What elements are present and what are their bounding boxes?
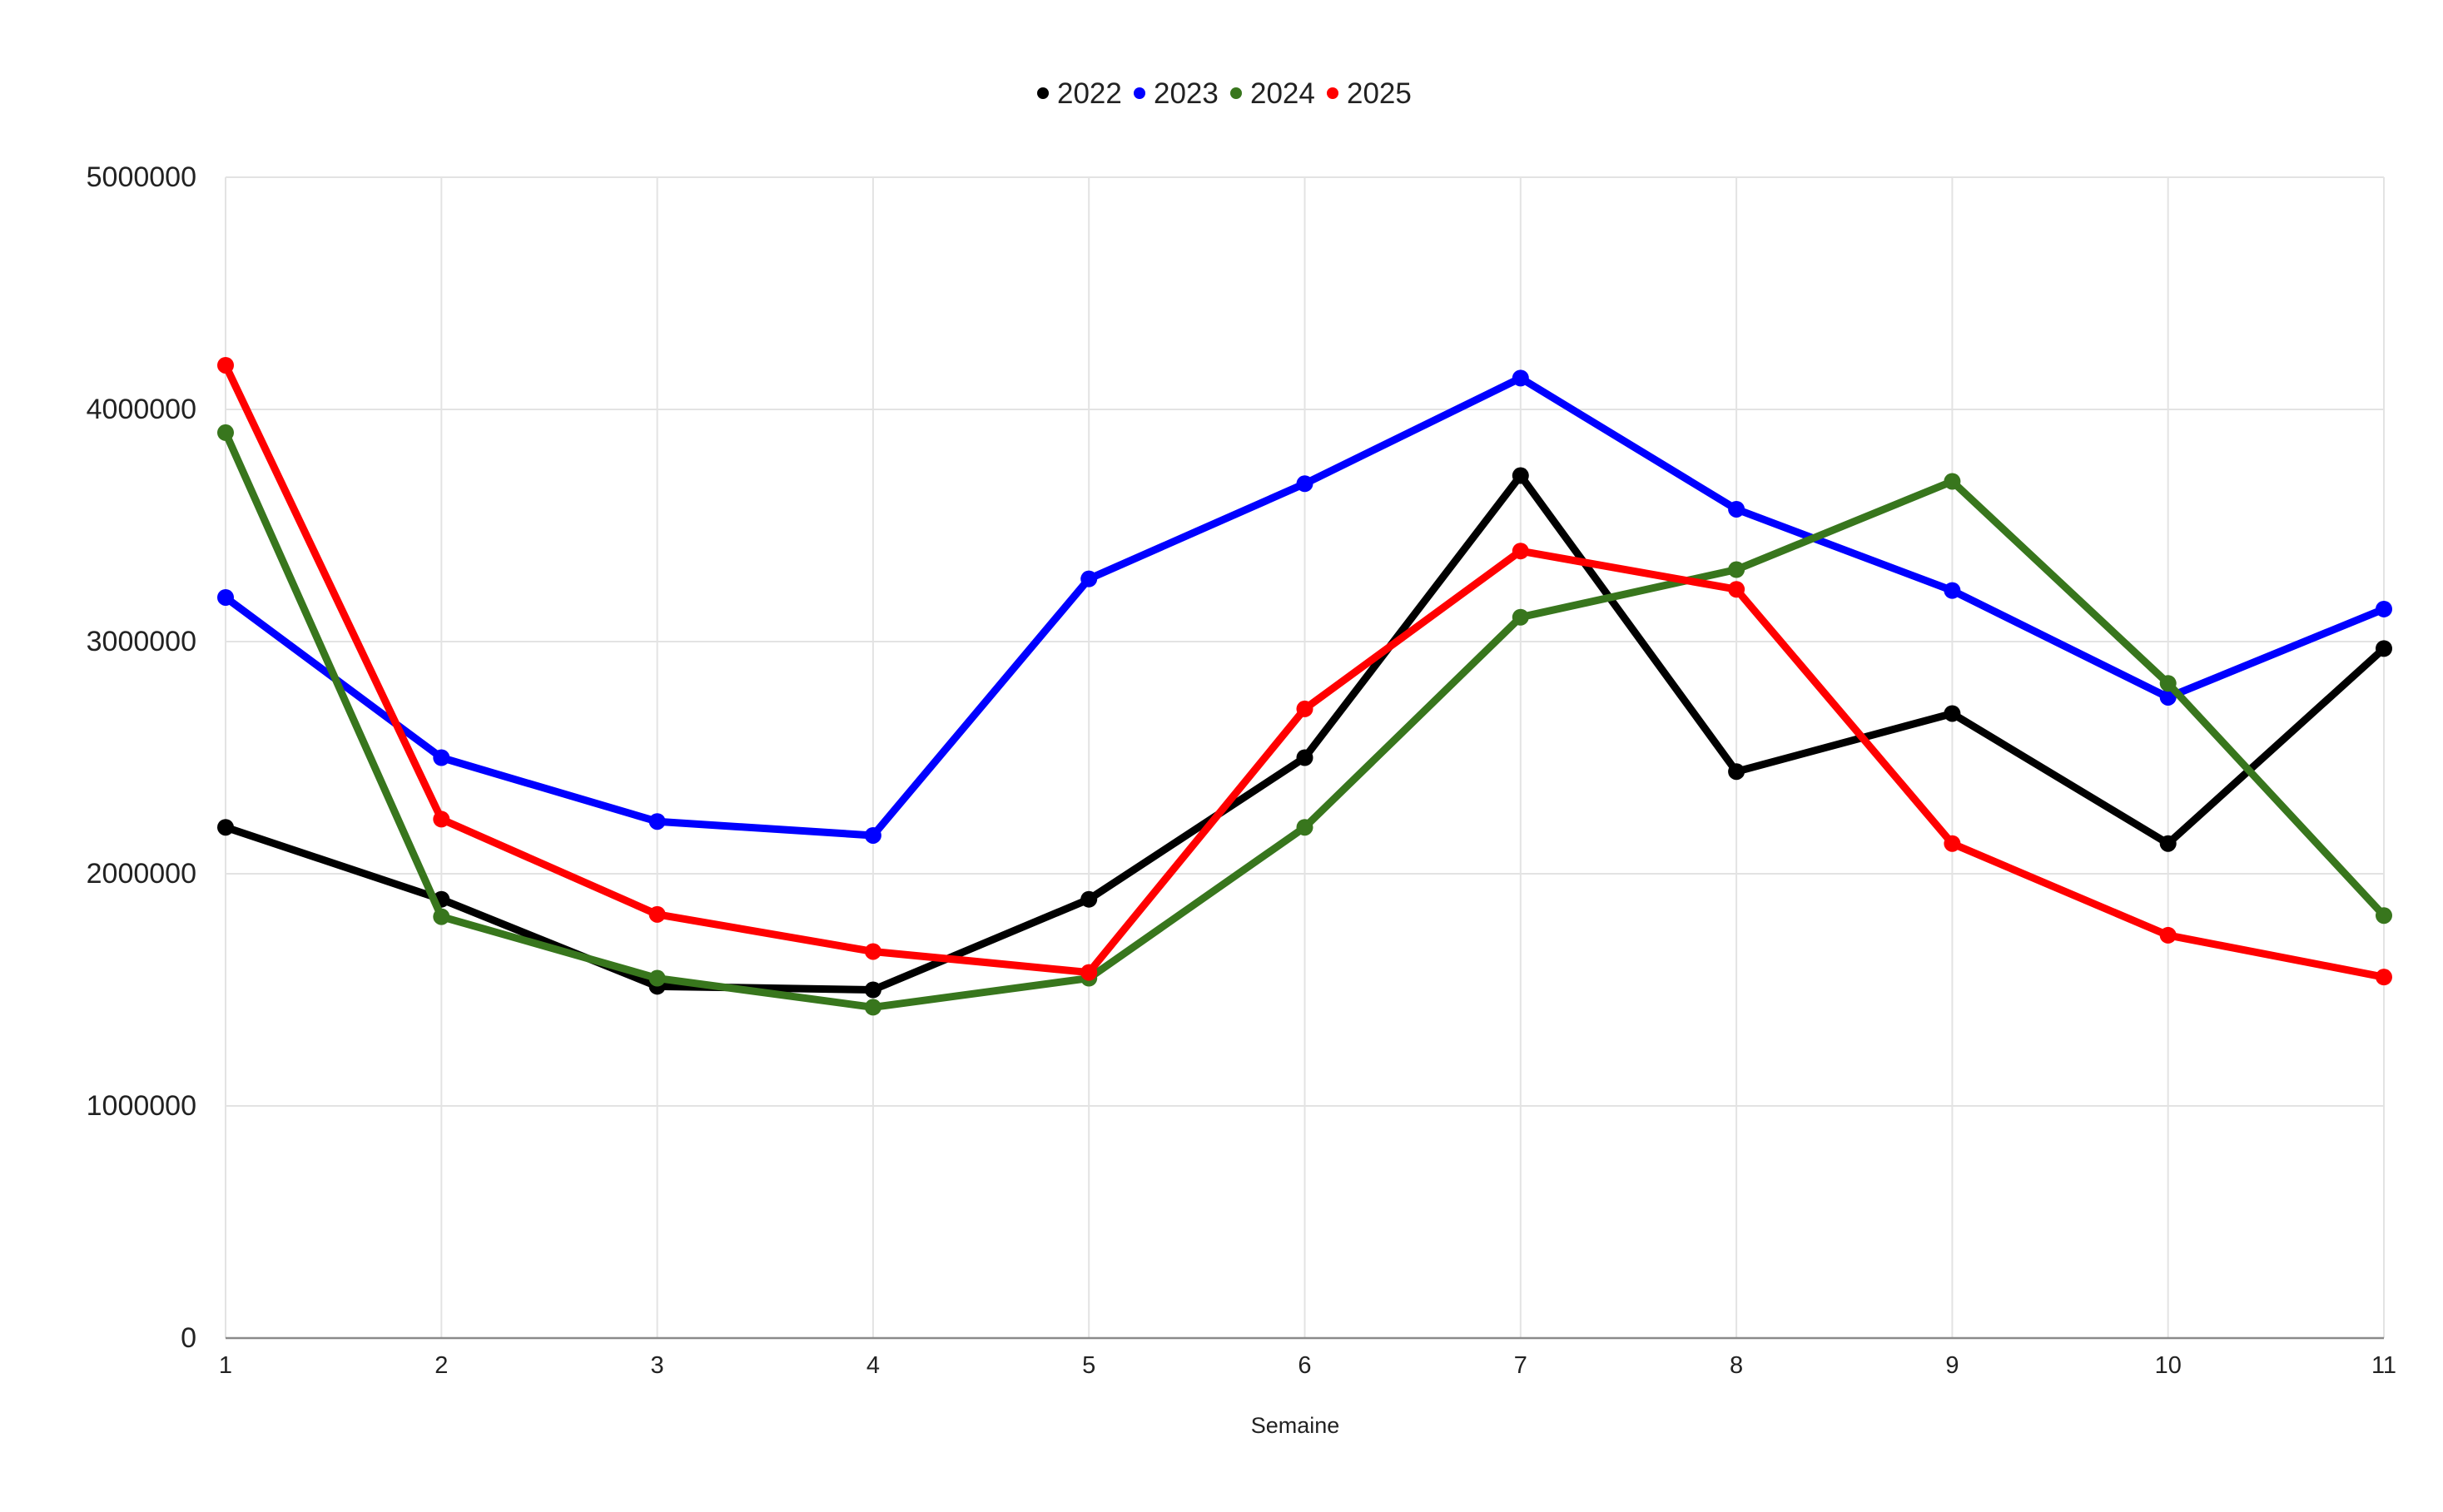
x-tick-label: 4 bbox=[866, 1352, 880, 1379]
data-point-2025 bbox=[864, 943, 881, 960]
data-point-2025 bbox=[217, 356, 234, 374]
y-axis: 0 1000000 2000000 3000000 4000000 5000000 bbox=[87, 161, 196, 1354]
data-point-2022 bbox=[1728, 763, 1745, 781]
data-point-2023 bbox=[1080, 570, 1098, 587]
x-tick-label: 11 bbox=[2371, 1352, 2396, 1379]
data-point-2024 bbox=[1728, 561, 1745, 578]
data-point-2022 bbox=[2376, 640, 2392, 657]
data-point-2024 bbox=[2159, 675, 2177, 692]
data-point-2023 bbox=[217, 588, 234, 606]
legend-marker bbox=[1134, 87, 1145, 99]
x-tick-label: 6 bbox=[1298, 1352, 1311, 1379]
data-point-2025 bbox=[1512, 543, 1529, 560]
legend-marker bbox=[1230, 87, 1242, 99]
x-tick-label: 8 bbox=[1730, 1352, 1743, 1379]
y-tick-label: 1000000 bbox=[87, 1090, 196, 1122]
data-point-2024 bbox=[864, 999, 881, 1016]
data-point-2024 bbox=[433, 908, 450, 925]
data-point-2023 bbox=[1296, 475, 1313, 493]
data-point-2024 bbox=[1296, 819, 1313, 836]
series-2024 bbox=[217, 424, 2392, 1016]
y-tick-label: 5000000 bbox=[87, 161, 196, 193]
data-point-2025 bbox=[433, 811, 450, 828]
series-2025 bbox=[217, 356, 2392, 986]
data-point-2022 bbox=[1944, 705, 1961, 722]
legend-label: 2024 bbox=[1250, 77, 1315, 110]
data-point-2023 bbox=[2376, 600, 2392, 617]
y-tick-label: 0 bbox=[181, 1322, 196, 1354]
data-point-2024 bbox=[648, 969, 666, 987]
data-point-2022 bbox=[2159, 835, 2177, 852]
data-point-2025 bbox=[1728, 581, 1745, 598]
legend-label: 2023 bbox=[1154, 77, 1219, 110]
legend-marker bbox=[1327, 87, 1338, 99]
series-layer bbox=[217, 356, 2392, 1016]
data-point-2025 bbox=[2159, 926, 2177, 944]
data-point-2023 bbox=[648, 813, 666, 830]
x-axis-title: Semaine bbox=[1251, 1413, 1340, 1438]
x-tick-label: 1 bbox=[219, 1352, 232, 1379]
data-point-2023 bbox=[433, 749, 450, 766]
data-point-2025 bbox=[1080, 964, 1098, 981]
x-tick-label: 5 bbox=[1082, 1352, 1095, 1379]
x-tick-label: 7 bbox=[1514, 1352, 1527, 1379]
data-point-2025 bbox=[1944, 835, 1961, 852]
y-tick-label: 4000000 bbox=[87, 394, 196, 425]
legend-item-2024: 2024 bbox=[1230, 77, 1315, 110]
data-point-2025 bbox=[2376, 969, 2392, 986]
data-point-2024 bbox=[217, 424, 234, 441]
data-point-2024 bbox=[1944, 473, 1961, 490]
data-point-2022 bbox=[1080, 890, 1098, 908]
x-tick-label: 3 bbox=[651, 1352, 664, 1379]
data-point-2023 bbox=[1512, 369, 1529, 387]
data-point-2024 bbox=[1512, 608, 1529, 626]
data-point-2023 bbox=[1728, 500, 1745, 518]
x-tick-label: 10 bbox=[2155, 1352, 2182, 1379]
legend-marker bbox=[1037, 87, 1049, 99]
legend-label: 2022 bbox=[1057, 77, 1122, 110]
data-point-2022 bbox=[1512, 467, 1529, 484]
y-tick-label: 3000000 bbox=[87, 626, 196, 657]
data-point-2022 bbox=[217, 819, 234, 836]
legend-item-2022: 2022 bbox=[1037, 77, 1122, 110]
data-point-2025 bbox=[1296, 700, 1313, 717]
legend-item-2025: 2025 bbox=[1327, 77, 1412, 110]
legend: 2022 2023 2024 2025 bbox=[1037, 77, 1412, 110]
y-tick-label: 2000000 bbox=[87, 858, 196, 890]
data-point-2024 bbox=[2376, 907, 2392, 925]
data-point-2022 bbox=[1296, 749, 1313, 766]
data-point-2025 bbox=[648, 905, 666, 923]
legend-label: 2025 bbox=[1347, 77, 1412, 110]
x-tick-label: 9 bbox=[1945, 1352, 1959, 1379]
legend-item-2023: 2023 bbox=[1134, 77, 1219, 110]
x-tick-label: 2 bbox=[434, 1352, 448, 1379]
x-axis: 1 2 3 4 5 6 7 8 9 10 11 bbox=[219, 1336, 2396, 1379]
series-2023 bbox=[217, 369, 2392, 844]
data-point-2023 bbox=[864, 826, 881, 844]
data-point-2022 bbox=[864, 981, 881, 999]
data-point-2023 bbox=[1944, 582, 1961, 599]
